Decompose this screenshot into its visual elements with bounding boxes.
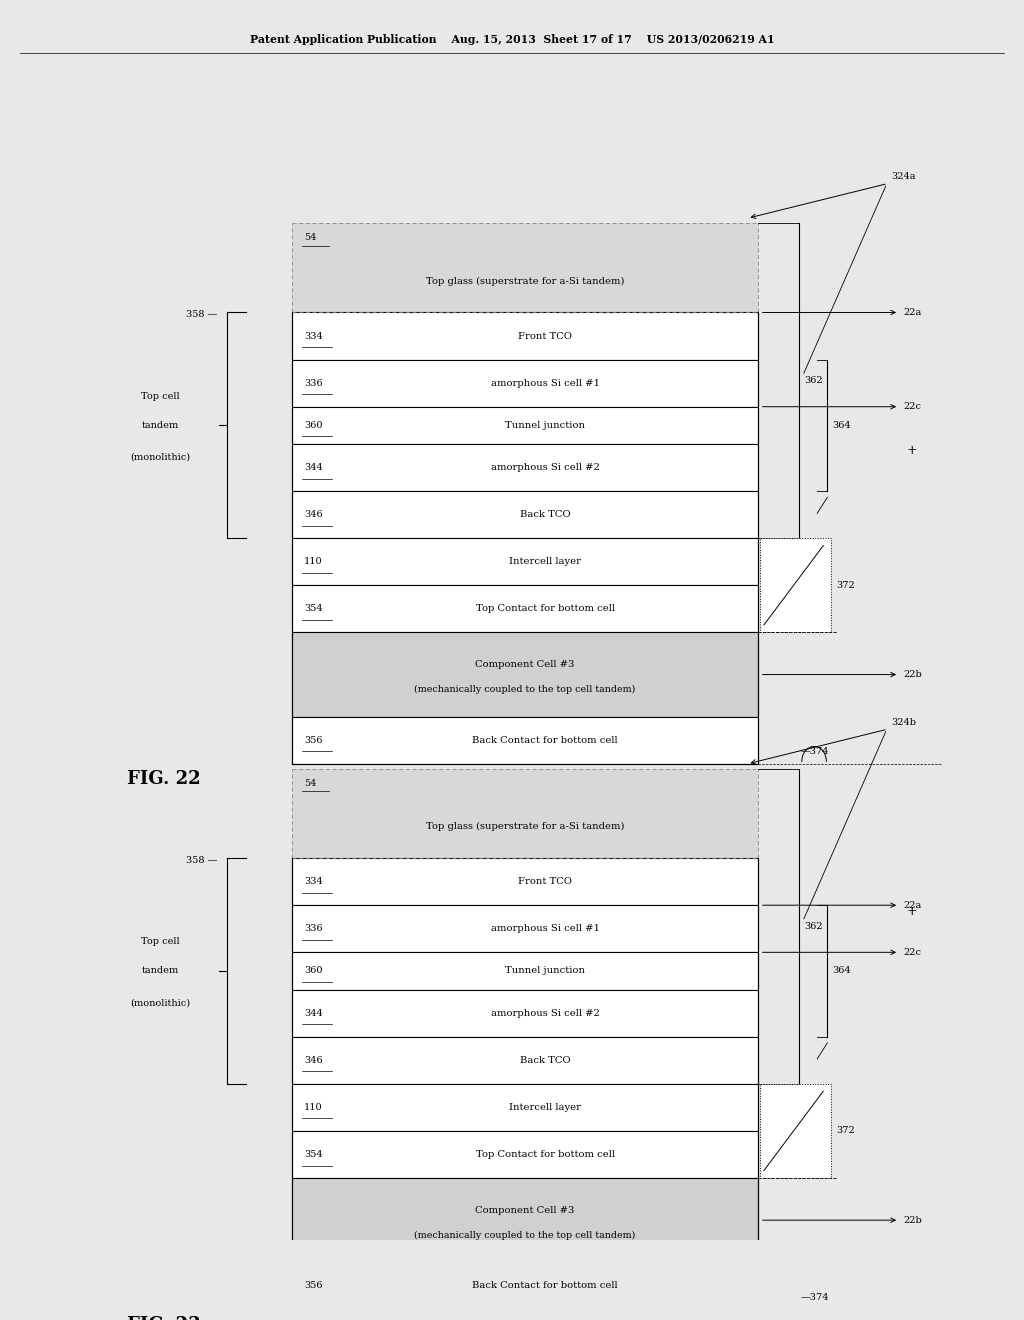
Text: 336: 336	[304, 924, 323, 933]
Text: 336: 336	[304, 379, 323, 388]
Text: Back TCO: Back TCO	[520, 1056, 570, 1065]
Text: 358 —: 358 —	[185, 855, 217, 865]
Text: (monolithic): (monolithic)	[131, 998, 190, 1007]
Text: 324b: 324b	[891, 718, 915, 726]
Text: (monolithic): (monolithic)	[131, 453, 190, 462]
Text: 22c: 22c	[903, 948, 922, 957]
Bar	[292, 539, 758, 585]
Text: 372: 372	[837, 1126, 855, 1135]
Text: (mechanically coupled to the top cell tandem): (mechanically coupled to the top cell ta…	[414, 1230, 636, 1239]
Bar	[292, 1262, 758, 1309]
Text: 334: 334	[304, 876, 323, 886]
Text: 324a: 324a	[891, 172, 915, 181]
Text: 360: 360	[304, 966, 323, 975]
Text: 22b: 22b	[903, 1216, 922, 1225]
Bar	[292, 990, 758, 1036]
Text: +: +	[906, 906, 916, 917]
Bar	[292, 1036, 758, 1084]
Text: 22b: 22b	[903, 671, 922, 678]
Text: 356: 356	[304, 1282, 323, 1291]
Text: 344: 344	[304, 463, 323, 473]
Bar	[292, 717, 758, 764]
Text: Front TCO: Front TCO	[518, 331, 572, 341]
Text: Back Contact for bottom cell: Back Contact for bottom cell	[472, 1282, 618, 1291]
Text: 346: 346	[304, 1056, 323, 1065]
Text: FIG. 23: FIG. 23	[127, 1316, 201, 1320]
Text: 22c: 22c	[903, 403, 922, 412]
Text: Top glass (superstrate for a-Si tandem): Top glass (superstrate for a-Si tandem)	[426, 822, 624, 832]
Text: 344: 344	[304, 1008, 323, 1018]
Text: 358 —: 358 —	[185, 310, 217, 319]
Text: Top cell: Top cell	[141, 937, 180, 946]
Text: 354: 354	[304, 605, 323, 614]
Bar	[292, 491, 758, 539]
Text: Front TCO: Front TCO	[518, 876, 572, 886]
Bar	[292, 906, 758, 952]
Text: 110: 110	[304, 557, 323, 566]
Text: 364: 364	[833, 421, 851, 430]
Text: (mechanically coupled to the top cell tandem): (mechanically coupled to the top cell ta…	[414, 685, 636, 694]
Bar	[292, 359, 758, 407]
Text: amorphous Si cell #2: amorphous Si cell #2	[490, 1008, 600, 1018]
Text: 362: 362	[804, 376, 822, 385]
Text: 362: 362	[804, 921, 822, 931]
Text: Intercell layer: Intercell layer	[509, 1102, 582, 1111]
Bar	[292, 768, 758, 858]
Text: amorphous Si cell #2: amorphous Si cell #2	[490, 463, 600, 473]
Bar	[292, 585, 758, 632]
Text: tandem: tandem	[142, 966, 179, 975]
Text: 354: 354	[304, 1150, 323, 1159]
Text: 360: 360	[304, 421, 323, 430]
Text: amorphous Si cell #1: amorphous Si cell #1	[490, 924, 600, 933]
Text: —374: —374	[801, 747, 829, 756]
Bar	[760, 539, 831, 632]
Bar	[292, 223, 758, 313]
Bar	[760, 1084, 831, 1177]
Bar	[292, 952, 758, 990]
Bar	[292, 1177, 758, 1262]
Text: —374: —374	[801, 1294, 829, 1302]
Text: 54: 54	[304, 779, 316, 788]
Text: Tunnel junction: Tunnel junction	[505, 421, 586, 430]
Text: Component Cell #3: Component Cell #3	[475, 660, 574, 669]
Text: Top Contact for bottom cell: Top Contact for bottom cell	[476, 1150, 614, 1159]
Text: Back Contact for bottom cell: Back Contact for bottom cell	[472, 735, 618, 744]
Text: Component Cell #3: Component Cell #3	[475, 1205, 574, 1214]
Text: Tunnel junction: Tunnel junction	[505, 966, 586, 975]
Text: Intercell layer: Intercell layer	[509, 557, 582, 566]
Text: 110: 110	[304, 1102, 323, 1111]
Text: 356: 356	[304, 735, 323, 744]
Text: Patent Application Publication    Aug. 15, 2013  Sheet 17 of 17    US 2013/02062: Patent Application Publication Aug. 15, …	[250, 34, 774, 45]
Text: 372: 372	[837, 581, 855, 590]
Text: 22a: 22a	[903, 900, 922, 909]
Text: Top Contact for bottom cell: Top Contact for bottom cell	[476, 605, 614, 614]
Text: Top cell: Top cell	[141, 392, 180, 400]
Text: tandem: tandem	[142, 421, 179, 430]
Bar	[292, 632, 758, 717]
Text: 334: 334	[304, 331, 323, 341]
Bar	[292, 313, 758, 359]
Text: amorphous Si cell #1: amorphous Si cell #1	[490, 379, 600, 388]
Text: 54: 54	[304, 234, 316, 242]
Bar	[292, 1131, 758, 1177]
Text: Top glass (superstrate for a-Si tandem): Top glass (superstrate for a-Si tandem)	[426, 277, 624, 286]
Text: +: +	[906, 444, 916, 457]
Text: Back TCO: Back TCO	[520, 510, 570, 519]
Text: 364: 364	[833, 966, 851, 975]
Text: 22a: 22a	[903, 308, 922, 317]
Bar	[292, 444, 758, 491]
Bar	[292, 407, 758, 444]
Bar	[292, 1084, 758, 1131]
Bar	[292, 858, 758, 906]
Text: FIG. 22: FIG. 22	[127, 770, 201, 788]
Text: 346: 346	[304, 510, 323, 519]
